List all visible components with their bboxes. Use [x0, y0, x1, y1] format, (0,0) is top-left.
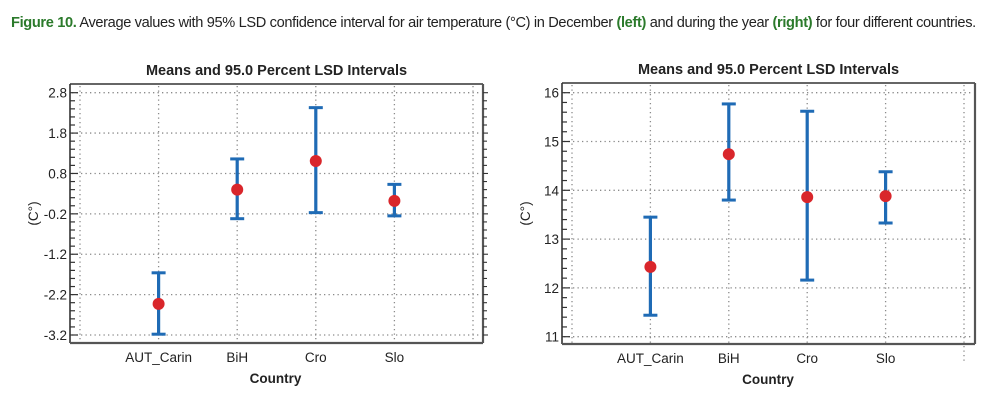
y-tick-label: 2.8: [48, 86, 67, 101]
y-axis-label: (C°): [518, 201, 533, 225]
x-tick-label: BiH: [226, 350, 248, 365]
mean-marker: [152, 297, 165, 310]
figure-label: Figure 10.: [11, 15, 77, 31]
caption-left-marker: (left): [616, 15, 646, 31]
mean-marker: [388, 194, 401, 207]
x-tick-label: AUT_Carin: [617, 351, 684, 366]
mean-marker: [644, 260, 657, 273]
y-tick-label: -0.2: [44, 207, 67, 222]
y-tick-label: 14: [544, 183, 560, 198]
mean-marker: [309, 154, 322, 167]
mean-marker: [722, 148, 735, 161]
chart-title: Means and 95.0 Percent LSD Intervals: [638, 62, 899, 78]
mean-marker: [231, 183, 244, 196]
x-axis-label: Country: [250, 371, 302, 386]
figure-caption: Figure 10. Average values with 95% LSD c…: [11, 13, 996, 34]
x-tick-label: Cro: [305, 350, 327, 365]
y-axis-label: (C°): [26, 201, 41, 225]
caption-text-1: Average values with 95% LSD confidence i…: [76, 15, 617, 31]
x-tick-label: Cro: [796, 351, 818, 366]
y-tick-label: 11: [545, 330, 559, 345]
caption-right-marker: (right): [772, 15, 813, 31]
y-tick-label: 15: [544, 135, 559, 150]
x-tick-label: BiH: [718, 351, 740, 366]
mean-marker: [801, 191, 814, 204]
chart-title: Means and 95.0 Percent LSD Intervals: [146, 63, 407, 79]
y-tick-label: 12: [544, 281, 559, 296]
y-tick-label: -3.2: [44, 328, 67, 343]
y-tick-label: -1.2: [44, 247, 67, 262]
caption-text-2: and during the year: [645, 15, 773, 31]
y-tick-label: 16: [544, 86, 559, 101]
y-tick-label: 0.8: [48, 166, 67, 181]
y-tick-label: 13: [544, 232, 559, 247]
y-tick-label: 1.8: [48, 126, 67, 141]
caption-text-3: for four different countries.: [812, 15, 976, 31]
x-tick-label: Slo: [876, 351, 896, 366]
mean-marker: [879, 190, 892, 203]
x-tick-label: Slo: [385, 350, 405, 365]
x-axis-label: Country: [742, 372, 794, 387]
x-tick-label: AUT_Carin: [125, 350, 192, 365]
y-tick-label: -2.2: [44, 288, 67, 303]
